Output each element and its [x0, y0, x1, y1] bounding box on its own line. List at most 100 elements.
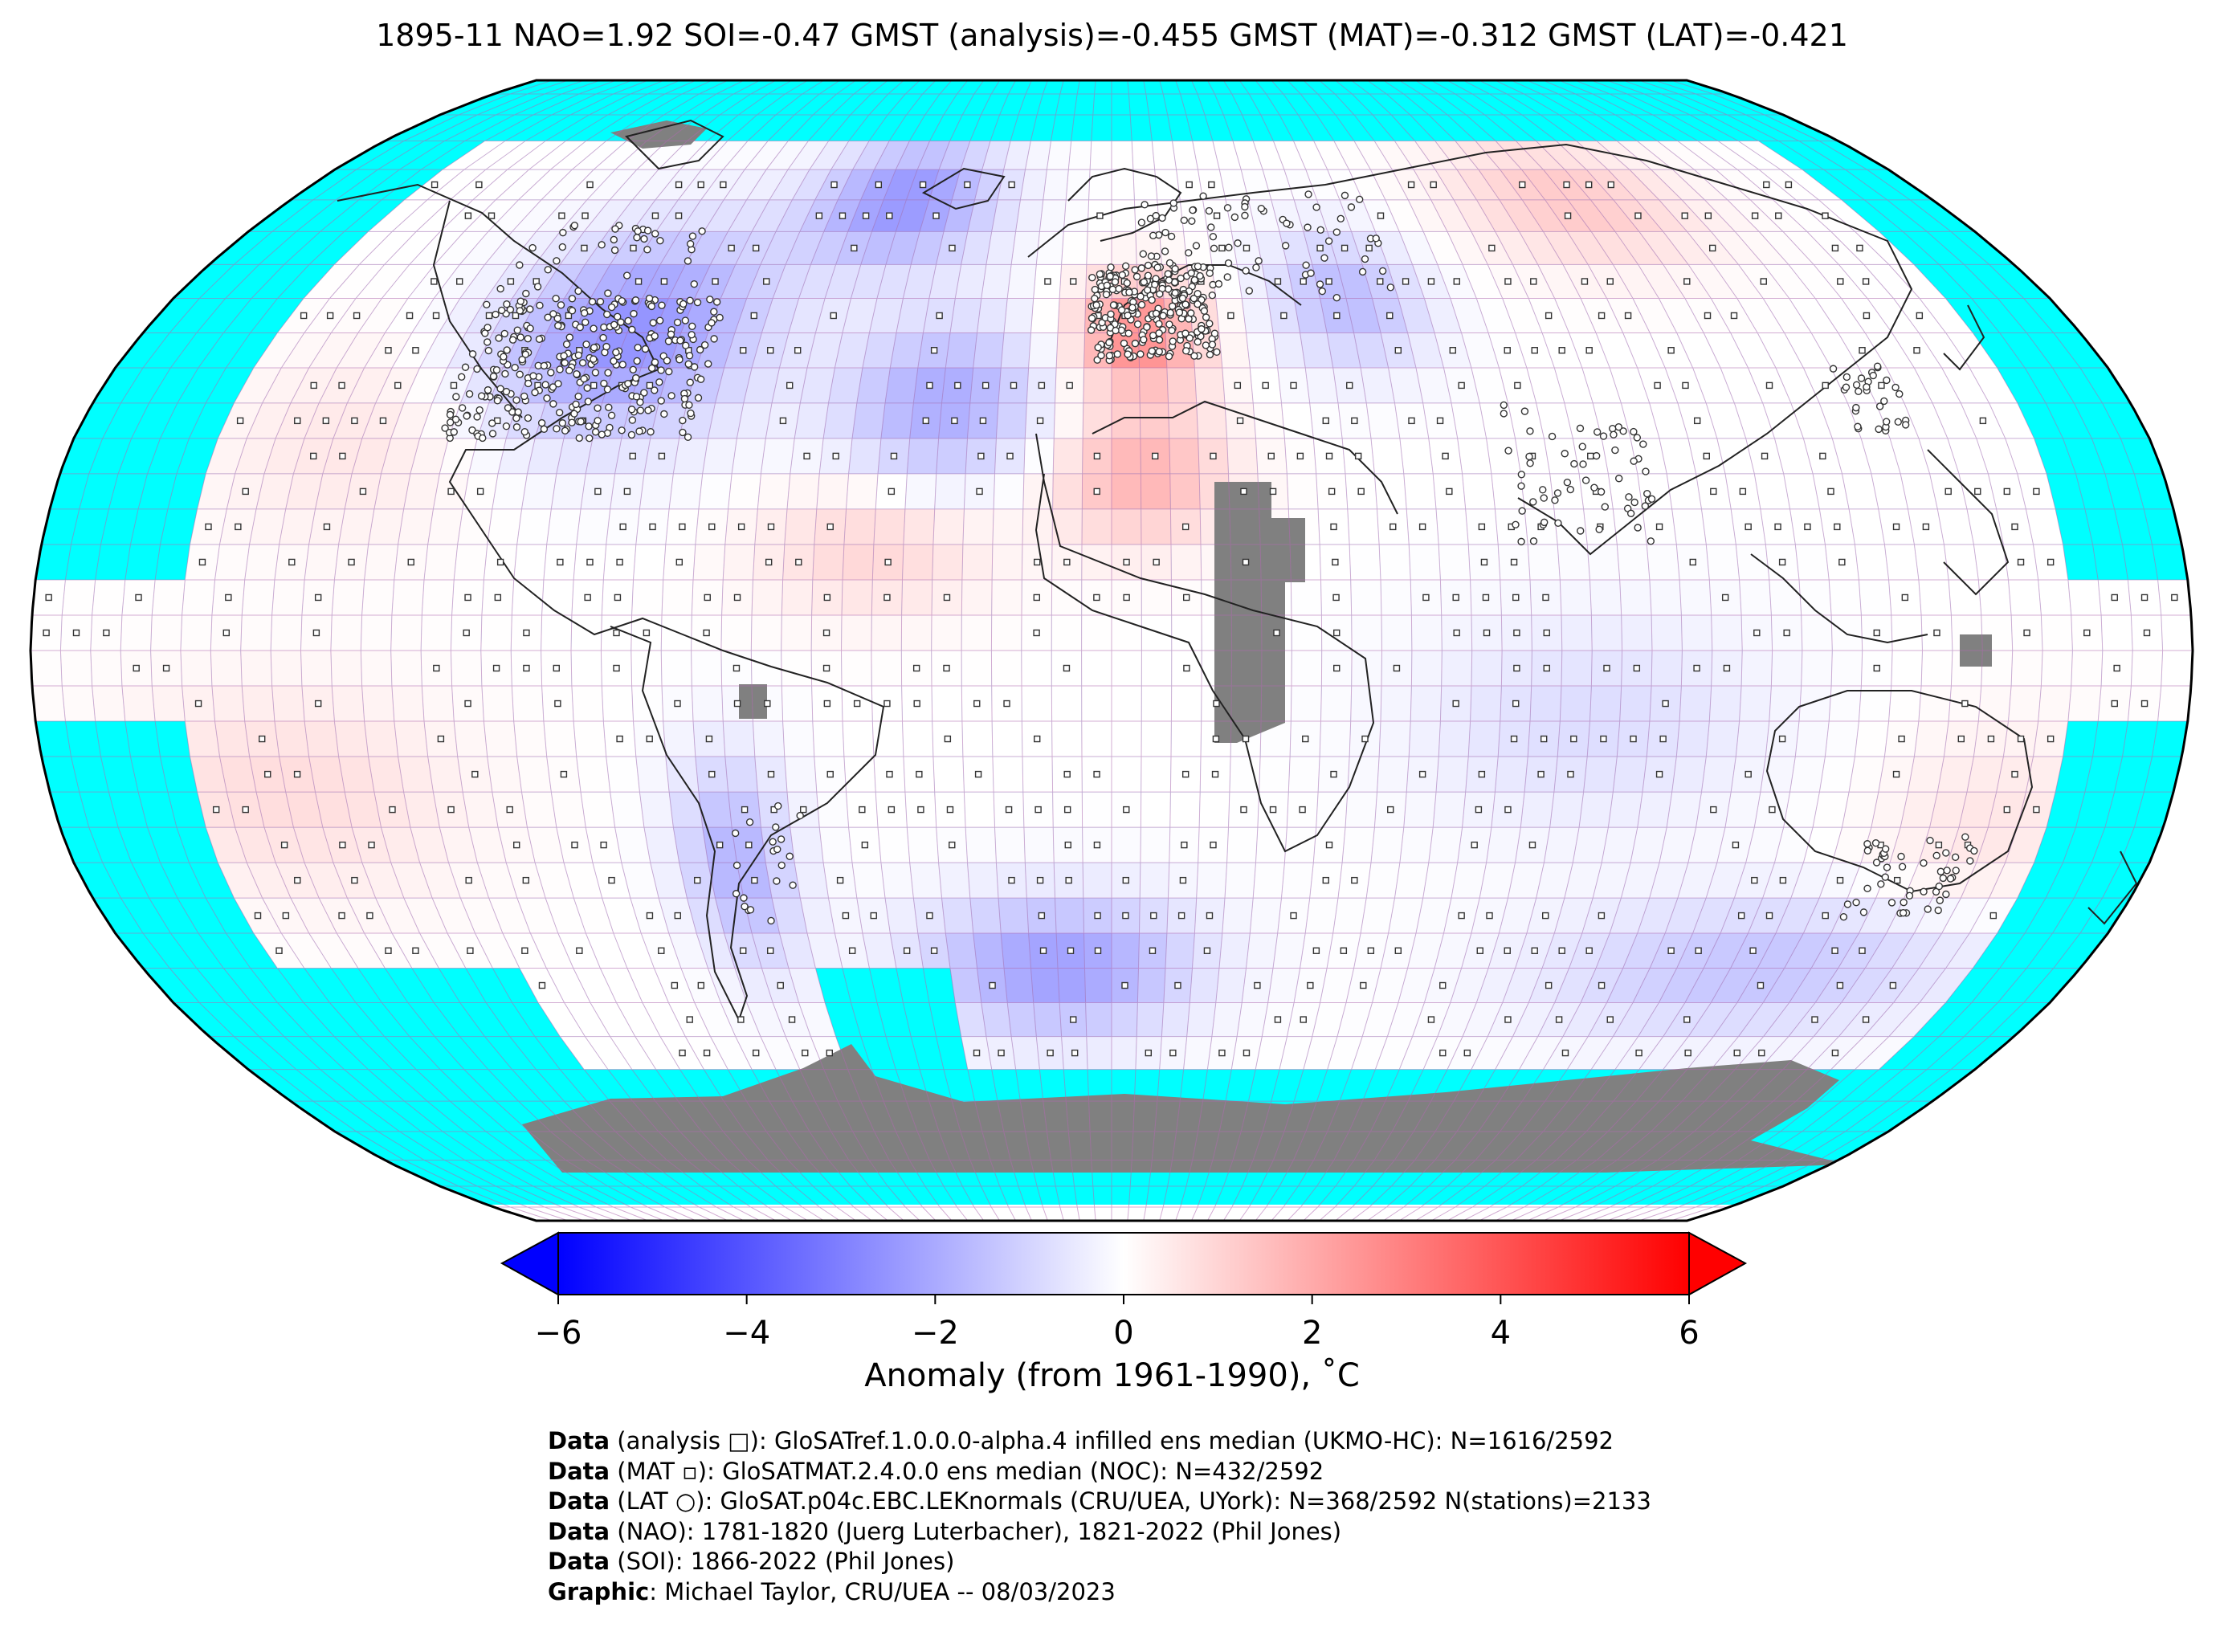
grid-cell — [1701, 757, 1736, 793]
grid-cell — [332, 686, 365, 721]
grid-cell — [1757, 933, 1804, 969]
land-station-marker — [1887, 899, 1896, 907]
land-station-marker — [1206, 350, 1214, 359]
marine-obs-marker — [571, 841, 578, 849]
land-station-marker — [1951, 853, 1960, 862]
land-station-marker — [1177, 274, 1185, 283]
marine-obs-marker — [1341, 244, 1349, 252]
land-station-marker — [679, 416, 687, 425]
marine-obs-marker — [1121, 981, 1128, 989]
marine-obs-marker — [777, 981, 784, 989]
marine-obs-marker — [447, 806, 455, 814]
marine-obs-marker — [288, 558, 296, 566]
grid-cell — [835, 332, 870, 368]
grid-cell — [1713, 264, 1764, 299]
marine-obs-marker — [851, 244, 858, 252]
land-station-marker — [1843, 900, 1852, 908]
grid-cell — [728, 473, 761, 509]
grid-cell — [848, 438, 881, 474]
grid-cell — [761, 827, 795, 863]
grid-cell — [1478, 169, 1523, 200]
grid-cell — [1701, 508, 1736, 545]
marine-obs-marker — [708, 770, 716, 778]
land-station-marker — [502, 422, 511, 430]
grid-cell — [1813, 792, 1850, 828]
graticule-meridian — [1319, 80, 1503, 1221]
land-station-marker — [1147, 252, 1156, 260]
land-station-marker — [1120, 339, 1128, 348]
grid-cell — [1003, 141, 1031, 170]
marine-obs-marker — [826, 523, 834, 531]
grid-cell — [581, 792, 615, 828]
marine-obs-marker — [1269, 487, 1277, 496]
graticule-meridian — [931, 80, 1017, 1221]
marine-obs-marker — [1036, 876, 1044, 884]
marine-obs-marker — [1873, 629, 1880, 637]
grid-cell — [1842, 473, 1879, 509]
grid-cell — [1801, 615, 1833, 651]
grid-cell — [1617, 544, 1650, 580]
grid-cell — [1036, 231, 1064, 265]
grid-cell — [1159, 231, 1187, 265]
marine-obs-marker — [1889, 981, 1897, 989]
grid-cell — [842, 580, 873, 615]
land-station-marker — [528, 243, 537, 252]
grid-cell — [602, 898, 642, 933]
land-station-marker — [574, 351, 583, 359]
grid-cell — [962, 508, 994, 545]
grid-cell — [1613, 508, 1647, 545]
grid-cell — [880, 863, 914, 899]
land-station-marker — [599, 333, 607, 342]
marine-obs-marker — [703, 1049, 711, 1057]
marine-obs-marker — [1703, 452, 1710, 460]
land-station-marker — [685, 401, 693, 409]
marine-obs-marker — [1422, 593, 1430, 602]
grid-cell — [2131, 651, 2163, 686]
land-station-marker — [745, 818, 754, 826]
grid-cell — [1399, 1036, 1438, 1070]
land-station-marker — [1281, 242, 1290, 250]
land-station-marker — [610, 357, 618, 365]
marine-obs-marker — [368, 841, 375, 849]
grid-cell — [1560, 686, 1592, 721]
land-station-marker — [1924, 905, 1932, 913]
land-station-marker — [610, 320, 618, 329]
land-station-marker — [796, 811, 804, 820]
grid-cell — [242, 580, 275, 615]
grid-cell — [1890, 438, 1930, 474]
grid-cell — [541, 580, 574, 615]
grid-cell — [1496, 141, 1544, 170]
grid-cell — [375, 898, 420, 933]
grid-cell — [1194, 368, 1225, 403]
grid-cell — [903, 508, 935, 545]
grid-cell — [513, 544, 547, 580]
marine-obs-marker — [1710, 806, 1717, 814]
grid-cell — [1023, 827, 1055, 863]
marine-obs-marker — [1695, 947, 1702, 954]
marine-obs-marker — [903, 947, 911, 954]
grid-cell — [337, 933, 386, 969]
land-station-marker — [1920, 887, 1928, 895]
marine-obs-marker — [1564, 212, 1572, 219]
grid-cell — [734, 968, 773, 1003]
grid-cell — [743, 368, 780, 403]
marine-obs-marker — [1300, 278, 1307, 285]
marine-obs-marker — [339, 841, 346, 849]
grid-cell — [1337, 1002, 1373, 1037]
land-station-marker — [632, 373, 640, 382]
land-station-marker — [1875, 402, 1884, 410]
grid-cell — [1112, 199, 1136, 232]
grid-cell — [1790, 863, 1833, 899]
grid-cell — [1284, 827, 1316, 863]
grid-cell — [932, 544, 963, 580]
colorbar-extend-high — [1688, 1231, 1748, 1296]
grid-cell — [1141, 721, 1172, 757]
marine-obs-marker — [1893, 876, 1901, 884]
grid-cell — [1919, 933, 1970, 969]
marine-obs-marker — [1863, 312, 1871, 320]
grid-cell — [1260, 721, 1292, 757]
grid-cell — [304, 264, 360, 299]
land-station-marker — [518, 355, 526, 364]
grid-cell — [1819, 757, 1855, 793]
grid-cell — [573, 968, 617, 1003]
